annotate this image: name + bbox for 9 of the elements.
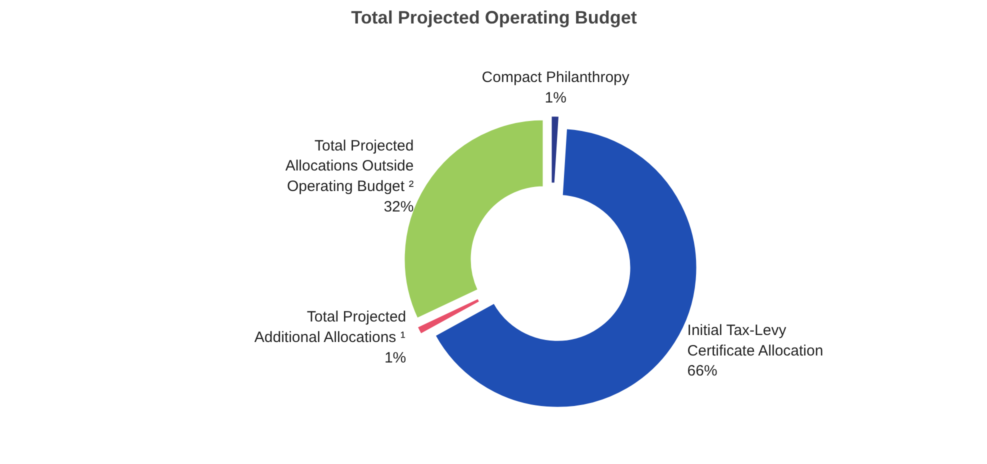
data-label: 32% [384,198,414,216]
slice-label: Compact Philanthropy [482,69,630,86]
slice-label: Total Projected Additional Allocations ¹ [254,308,406,346]
data-label: 66% [687,362,718,380]
chart-title: Total Projected Operating Budget [351,8,637,28]
slice-label: Total Projected Allocations Outside Operating Budget ² [285,137,414,196]
data-label: 1% [384,349,406,366]
data-label: 1% [544,89,566,106]
slice-label: Initial Tax-Levy Certificate Allocation [687,322,824,360]
